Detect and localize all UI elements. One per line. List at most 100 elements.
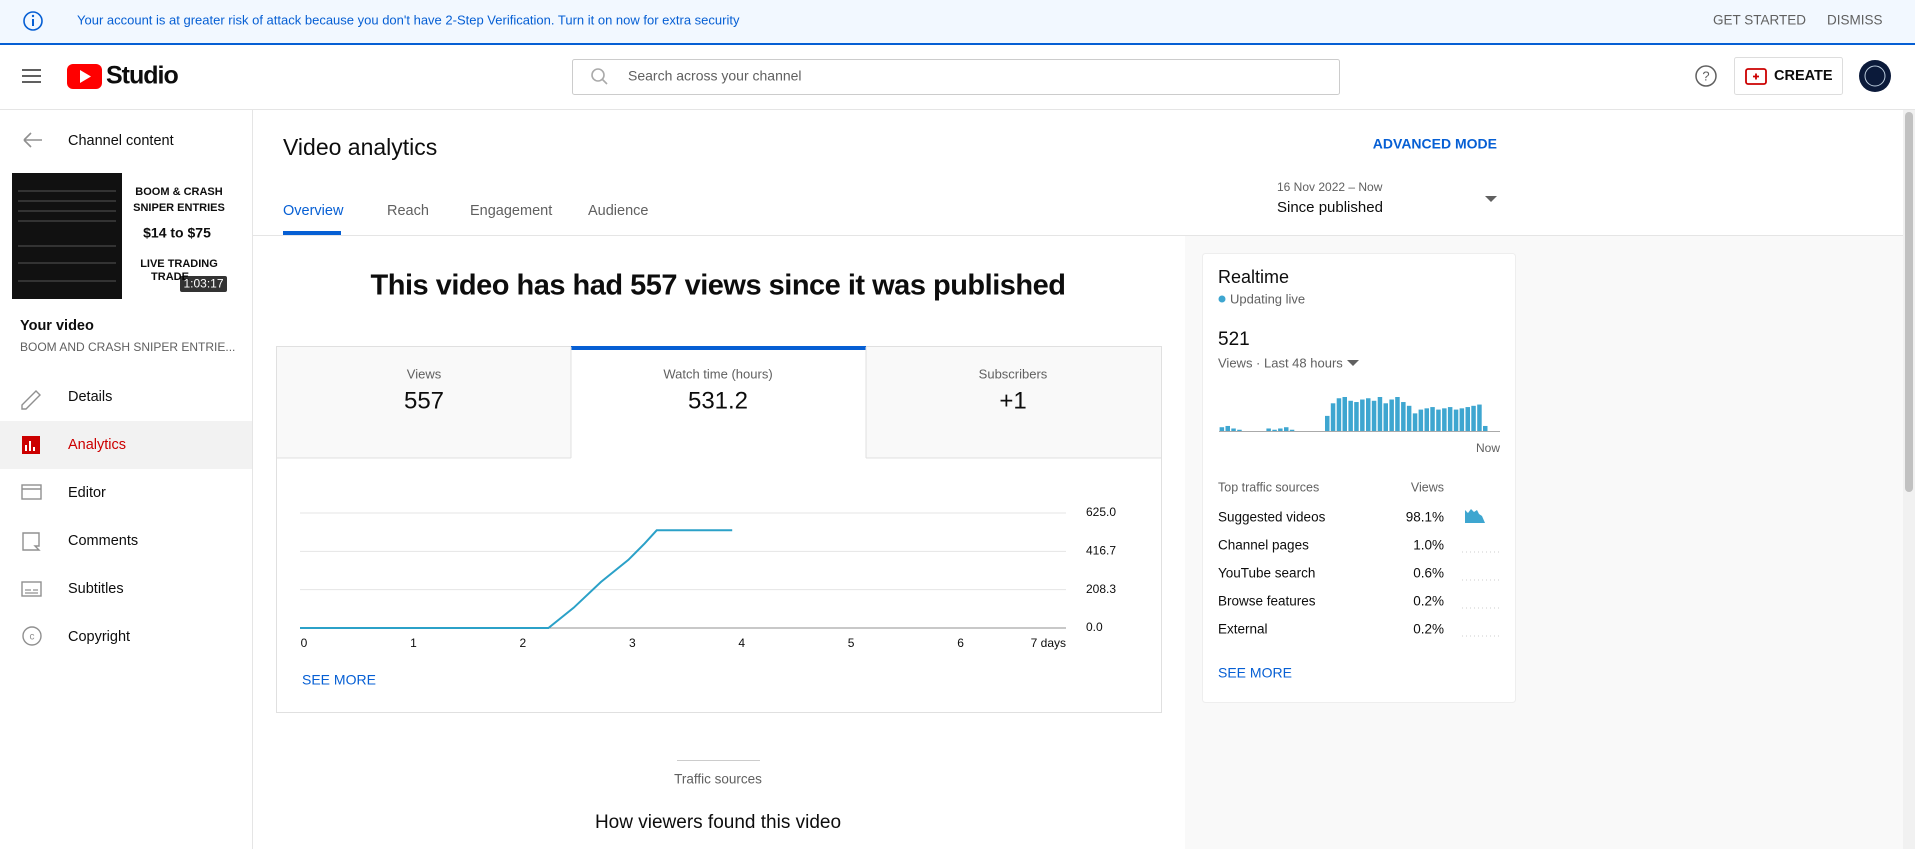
x-tick-label: 4 xyxy=(738,636,745,650)
realtime-bar xyxy=(1436,409,1441,431)
metric-tab[interactable] xyxy=(277,347,571,458)
section-tab[interactable]: Traffic sources xyxy=(674,772,762,787)
nav-label: Analytics xyxy=(68,437,126,453)
nav-label: Subtitles xyxy=(68,581,124,597)
source-name: External xyxy=(1218,622,1268,637)
avatar[interactable] xyxy=(1859,60,1891,92)
source-share: 0.6% xyxy=(1413,566,1444,581)
source-name: Channel pages xyxy=(1218,538,1309,553)
logo-text: Studio xyxy=(106,62,178,90)
live-dot xyxy=(1218,295,1226,303)
header-border xyxy=(0,109,1915,110)
search-icon-handle xyxy=(601,78,608,85)
x-tick-label: 3 xyxy=(629,636,636,650)
source-share: 98.1% xyxy=(1406,510,1444,525)
nav-analytics[interactable]: Analytics xyxy=(22,436,126,454)
create-label: CREATE xyxy=(1774,68,1833,84)
realtime-bar xyxy=(1465,407,1470,431)
metric-tab-active[interactable] xyxy=(571,347,866,458)
tab-engagement[interactable]: Engagement xyxy=(470,203,552,219)
tab-overview[interactable]: Overview xyxy=(283,203,344,219)
duration: 1:03:17 xyxy=(183,277,223,291)
nav-subtitles[interactable]: Subtitles xyxy=(21,581,124,597)
realtime-bar xyxy=(1406,405,1412,431)
nav-label: Editor xyxy=(68,485,106,501)
nav-icon-bars xyxy=(25,441,35,451)
table-header: Top traffic sources xyxy=(1218,480,1319,494)
get-started-button[interactable]: GET STARTED xyxy=(1713,13,1806,28)
y-tick-label: 416.7 xyxy=(1086,543,1116,557)
metric-label: Subscribers xyxy=(979,366,1048,381)
thumbnail-row xyxy=(18,220,116,222)
realtime-bar xyxy=(1395,397,1400,431)
search-icon xyxy=(591,68,605,82)
section-heading: How viewers found this video xyxy=(595,812,841,833)
realtime-bar xyxy=(1424,408,1429,431)
nav-editor[interactable]: Editor xyxy=(21,484,106,501)
x-tick-label: 5 xyxy=(848,636,855,650)
traffic-table: Suggested videos 98.1% Channel pages 1.0% Yo… xyxy=(1218,510,1500,637)
x-tick-label: 7 days xyxy=(1031,636,1066,650)
thumbnail-text: TRADE xyxy=(151,271,189,283)
realtime-bar xyxy=(1284,427,1289,431)
tab-audience[interactable]: Audience xyxy=(588,203,648,219)
tab-reach[interactable]: Reach xyxy=(387,203,429,219)
metric-selector[interactable]: Views · Last 48 hours xyxy=(1218,355,1359,370)
scrollbar-thumb[interactable] xyxy=(1905,112,1913,492)
menu-button[interactable] xyxy=(22,69,41,83)
realtime-count: 521 xyxy=(1218,329,1250,350)
nav-details[interactable]: Details xyxy=(21,389,112,410)
search-box[interactable] xyxy=(572,59,1340,95)
realtime-bar xyxy=(1383,403,1388,431)
realtime-bar xyxy=(1266,428,1271,431)
realtime-bar xyxy=(1231,428,1236,431)
realtime-bar xyxy=(1360,399,1365,431)
dismiss-button[interactable]: DISMISS xyxy=(1827,13,1883,28)
nav-icon xyxy=(21,581,42,597)
create-button[interactable] xyxy=(1734,57,1843,95)
y-tick-label: 0.0 xyxy=(1086,620,1103,634)
realtime-chart xyxy=(1219,397,1488,431)
realtime-bar xyxy=(1289,429,1295,431)
realtime-metric-label: Views · Last 48 hours xyxy=(1218,355,1343,370)
page-title: Video analytics xyxy=(283,134,437,160)
realtime-bar xyxy=(1272,429,1277,431)
nav-comments[interactable]: Comments xyxy=(22,532,138,551)
realtime-title: Realtime xyxy=(1218,267,1289,287)
thumbnail-text: BOOM & CRASH xyxy=(135,186,222,198)
sparkline xyxy=(1465,509,1485,523)
thumbnail-text: $14 to $75 xyxy=(143,225,211,241)
back-arrow[interactable] xyxy=(23,132,42,148)
menu-bar xyxy=(22,81,41,83)
duration-badge xyxy=(180,276,227,292)
see-more-link[interactable]: SEE MORE xyxy=(302,672,376,688)
x-tick-label: 0 xyxy=(301,636,308,650)
nav-label: Comments xyxy=(68,533,138,549)
realtime-bar xyxy=(1377,397,1383,431)
sidebar-border xyxy=(252,110,253,849)
nav-active-bg xyxy=(0,421,252,469)
help-icon[interactable] xyxy=(1695,65,1717,87)
watch-time-line xyxy=(300,529,733,629)
nav-copyright[interactable]: c Copyright xyxy=(22,626,130,646)
metric-tab[interactable] xyxy=(866,347,1161,458)
x-tick-label: 2 xyxy=(520,636,527,650)
info-icon-stem xyxy=(32,19,34,26)
date-range-picker[interactable]: 16 Nov 2022 – Now Since published xyxy=(1277,180,1497,216)
menu-bar xyxy=(22,75,41,77)
metric-label: Watch time (hours) xyxy=(663,366,772,381)
dropdown-caret xyxy=(1347,360,1359,366)
advanced-mode-button[interactable]: ADVANCED MODE xyxy=(1373,136,1497,152)
menu-bar xyxy=(22,69,41,71)
thumbnail[interactable]: BOOM & CRASH SNIPER ENTRIES $14 to $75 L… xyxy=(12,173,232,299)
see-more-link[interactable]: SEE MORE xyxy=(1218,665,1292,681)
section-divider xyxy=(677,760,760,761)
info-icon-dot xyxy=(31,14,35,18)
thumbnail-row xyxy=(18,210,116,212)
back-label[interactable]: Channel content xyxy=(68,133,174,149)
realtime-bar xyxy=(1477,404,1482,431)
banner xyxy=(0,0,1915,44)
realtime-bar xyxy=(1389,399,1394,431)
help-icon-glyph: ? xyxy=(1702,68,1709,83)
